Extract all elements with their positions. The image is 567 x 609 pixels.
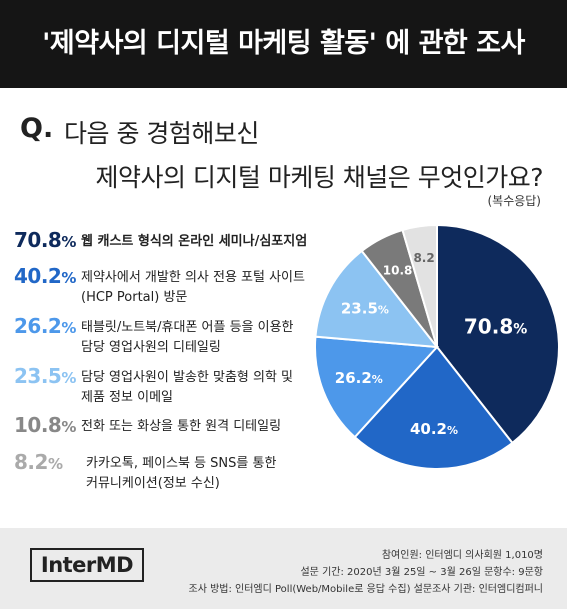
footer-bar xyxy=(0,528,567,609)
legend-percent-value: 8.2 xyxy=(14,450,48,474)
legend-description-line: 태블릿/노트북/휴대폰 어플 등을 이용한 xyxy=(81,320,294,335)
legend-percent: 10.8% xyxy=(14,413,76,437)
question-line-2: 제약사의 디지털 마케팅 채널은 무엇인가요? xyxy=(95,163,543,192)
pie-slice xyxy=(314,335,440,439)
survey-period-text: 설문 기간: 2020년 3월 25일 ~ 3월 26일 문항수: 9문항 xyxy=(300,567,543,578)
page-title: '제약사의 디지털 마케팅 활동' 에 관한 조사 xyxy=(42,28,525,59)
legend-percent-value: 10.8 xyxy=(14,413,62,437)
pie-chart: 70.8% 40.2% 26.2% 23.5% 10.88.2 xyxy=(314,223,560,470)
participants-text: 참여인원: 인터엠디 의사회원 1,010명 xyxy=(381,550,543,561)
legend-percent-unit: % xyxy=(61,319,76,337)
legend-percent: 70.8% xyxy=(14,228,76,252)
legend-description-line: 제약사에서 개발한 의사 전용 포털 사이트 xyxy=(81,270,305,285)
pie-slice-label: 26.2% xyxy=(335,369,383,387)
pie-slice xyxy=(401,223,438,348)
pie-slice xyxy=(353,345,514,470)
legend-description: 제약사에서 개발한 의사 전용 포털 사이트 (HCP Portal) 방문 xyxy=(81,268,305,308)
legend-description-line: 담당 영업사원이 발송한 맞춤형 의학 및 xyxy=(81,370,294,385)
question-line-1: 다음 중 경험해보신 xyxy=(64,119,259,148)
pie-slice xyxy=(314,249,440,349)
legend-description-line: 웹 캐스트 형식의 온라인 세미나/심포지엄 xyxy=(81,234,308,249)
pie-slice-label: 40.2% xyxy=(410,420,458,438)
legend-description-line: 전화 또는 화상을 통한 원격 디테일링 xyxy=(81,419,282,434)
pie-slice-label: 70.8% xyxy=(464,315,527,339)
legend-description: 웹 캐스트 형식의 온라인 세미나/심포지엄 xyxy=(81,232,307,252)
legend-percent-unit: % xyxy=(61,418,76,436)
legend-percent-unit: % xyxy=(61,369,76,387)
legend-description-line: 제품 정보 이메일 xyxy=(81,390,173,405)
legend-percent-value: 70.8 xyxy=(14,228,62,252)
pie-slice-label: 23.5% xyxy=(341,299,389,317)
legend-percent-unit: % xyxy=(61,269,76,287)
legend-percent-unit: % xyxy=(61,233,76,251)
legend-description-line: 담당 영업사원의 디테일링 xyxy=(81,340,221,355)
multiple-response-note: (복수응답) xyxy=(487,194,541,208)
legend-description-line: 커뮤니케이션(정보 수신) xyxy=(86,476,220,491)
legend-description-line: 카카오톡, 페이스북 등 SNS를 통한 xyxy=(86,456,277,471)
logo-text: InterMD xyxy=(40,553,134,577)
question-mark: Q. xyxy=(20,113,54,144)
pie-slice xyxy=(436,223,560,445)
legend-percent-value: 23.5 xyxy=(14,364,62,388)
legend-percent: 26.2% xyxy=(14,314,76,338)
legend-description-line: (HCP Portal) 방문 xyxy=(81,290,188,305)
legend-percent: 40.2% xyxy=(14,264,76,288)
pie-slice-label: 10.8 xyxy=(383,264,413,278)
legend-percent: 8.2% xyxy=(14,450,63,474)
legend-percent: 23.5% xyxy=(14,364,76,388)
survey-method-text: 조사 방법: 인터엠디 Poll(Web/Mobile로 응답 수집) 설문조사… xyxy=(188,584,544,595)
pie-slice-label: 8.2 xyxy=(413,251,434,265)
legend-description: 전화 또는 화상을 통한 원격 디테일링 xyxy=(81,417,281,437)
legend-percent-unit: % xyxy=(47,455,63,473)
legend-percent-value: 26.2 xyxy=(14,314,62,338)
intermd-logo: InterMD xyxy=(30,548,144,582)
header-bar: '제약사의 디지털 마케팅 활동' 에 관한 조사 xyxy=(0,0,567,88)
legend-percent-value: 40.2 xyxy=(14,264,62,288)
